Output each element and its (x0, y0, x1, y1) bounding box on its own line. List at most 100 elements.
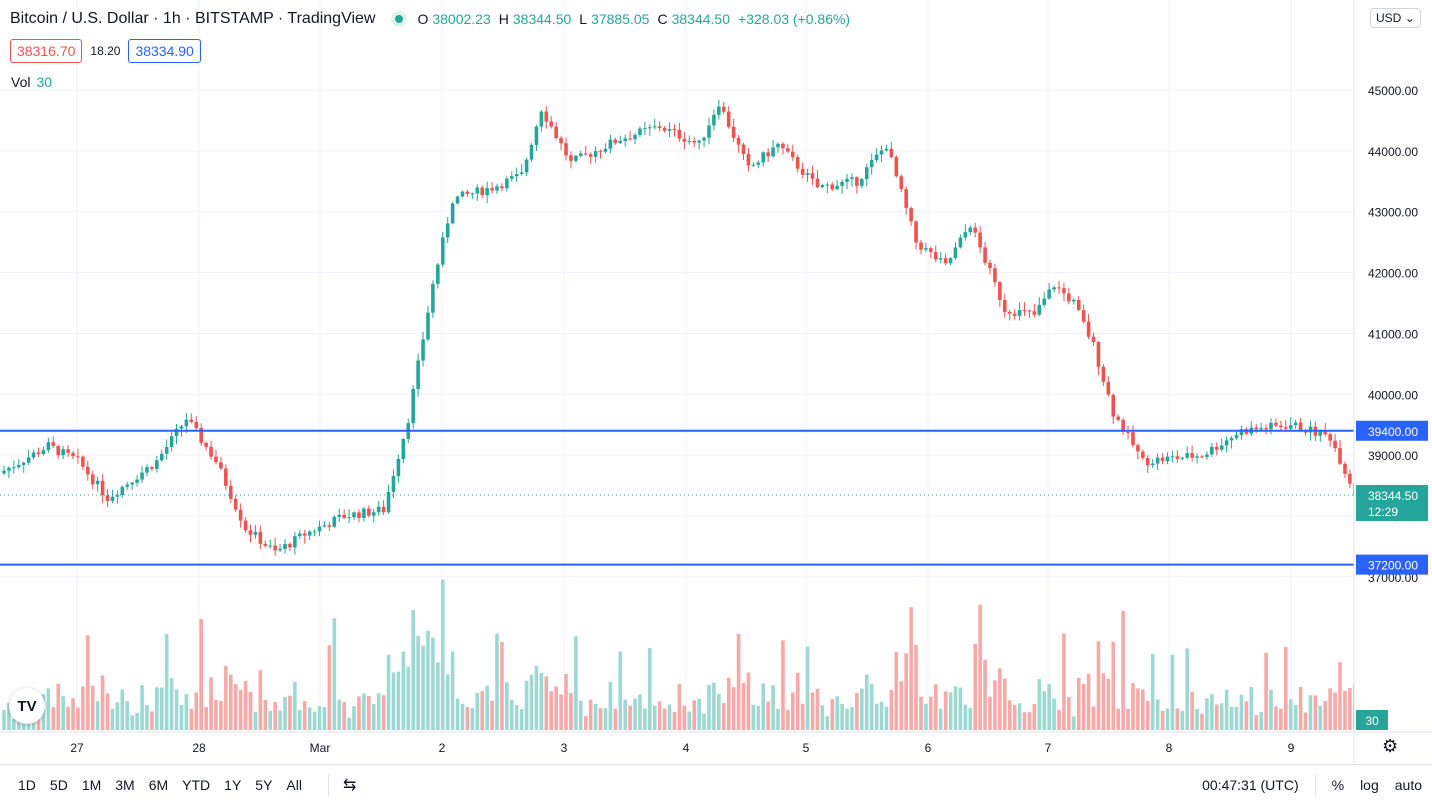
candle-body (76, 456, 80, 458)
candle-body (712, 114, 716, 126)
log-scale-button[interactable]: log (1360, 777, 1379, 793)
candle-body (643, 128, 647, 130)
horizontal-line-price-label: 39400.00 (1368, 425, 1418, 439)
candle-body (268, 545, 273, 547)
range-3m-button[interactable]: 3M (115, 777, 135, 793)
volume-bar (978, 604, 982, 730)
candle-body (31, 452, 36, 458)
range-1y-button[interactable]: 1Y (224, 777, 242, 793)
market-status-icon[interactable] (391, 11, 408, 27)
volume-bar (450, 651, 455, 730)
symbol-legend: Bitcoin / U.S. Dollar · 1h · BITSTAMP · … (10, 10, 854, 28)
volume-bar (1249, 686, 1254, 730)
toolbar-divider (327, 774, 329, 796)
candle-body (835, 185, 839, 190)
candle-body (7, 467, 11, 471)
time-tick-label: 5 (803, 741, 810, 755)
sell-price-button[interactable]: 38316.70 (10, 39, 83, 63)
volume-bar (1333, 692, 1337, 730)
auto-scale-button[interactable]: auto (1394, 777, 1422, 793)
time-axis[interactable]: 27 28 Mar 2 3 4 5 6 7 8 9 (0, 731, 1432, 755)
candle-body (879, 150, 884, 155)
candle-body (786, 148, 790, 152)
volume-bar (46, 688, 51, 730)
candle-body (1121, 419, 1125, 432)
right-tools: 00:47:31 (UTC) % log auto (1202, 765, 1422, 805)
range-6m-button[interactable]: 6M (148, 777, 169, 793)
volume-legend[interactable]: Vol 30 (11, 74, 52, 90)
currency-select[interactable]: USD ⌄ (1370, 8, 1421, 28)
price-axis[interactable]: 37000.0038000.0039000.0040000.0041000.00… (1353, 0, 1432, 765)
buy-price-button[interactable]: 38334.90 (128, 39, 201, 63)
price-axis-bg (1354, 0, 1432, 765)
volume-bar (1150, 653, 1155, 730)
candle-body (273, 545, 277, 551)
volume-bar (125, 701, 130, 730)
price-tick-label: 41000.00 (1368, 327, 1418, 341)
candle-body (741, 144, 746, 154)
volume-bar (411, 610, 415, 730)
date-range-icon[interactable]: ⇆ (342, 777, 357, 794)
candle-body (529, 144, 534, 160)
volume-bar (342, 702, 346, 730)
symbol-title[interactable]: Bitcoin / U.S. Dollar · 1h · BITSTAMP · … (10, 10, 376, 27)
volume-bar (1234, 707, 1239, 730)
toolbar-divider (1314, 774, 1316, 796)
volume-bar (1318, 705, 1323, 730)
candle-body (924, 248, 928, 250)
price-chart[interactable]: 37000.0038000.0039000.0040000.0041000.00… (0, 0, 1432, 765)
candle-body (943, 258, 948, 264)
volume-bar (1155, 699, 1160, 730)
volume-bar (559, 694, 563, 730)
candle-body (164, 446, 169, 454)
range-all-button[interactable]: All (286, 777, 302, 793)
candle-body (657, 126, 662, 129)
candle-body (825, 184, 830, 186)
candle-body (485, 188, 489, 196)
volume-bar (214, 699, 218, 730)
candle-body (569, 155, 573, 161)
tradingview-logo-icon[interactable]: TV (9, 688, 45, 724)
volume-bar (1274, 706, 1278, 730)
volume-bar (968, 707, 973, 730)
candle-body (1165, 456, 1170, 462)
candle-body (894, 157, 899, 177)
range-1m-button[interactable]: 1M (81, 777, 102, 793)
volume-bar (219, 700, 223, 730)
candle-body (746, 153, 751, 166)
volume-bar (544, 676, 549, 730)
volume-bar (1141, 689, 1145, 730)
volume-bar (1047, 684, 1051, 730)
candle-body (16, 464, 21, 468)
horizontal-lines[interactable] (0, 429, 1354, 566)
candle-body (36, 452, 41, 455)
range-ytd-button[interactable]: YTD (182, 777, 211, 793)
candle-body (155, 460, 159, 469)
gear-icon[interactable]: ⚙ (1382, 736, 1399, 756)
volume-bar (929, 696, 933, 730)
candle-body (298, 533, 302, 537)
volume-bar (1032, 703, 1037, 730)
range-1d-button[interactable]: 1D (18, 777, 36, 793)
utc-clock[interactable]: 00:47:31 (UTC) (1202, 777, 1299, 793)
range-5y-button[interactable]: 5Y (255, 777, 273, 793)
quote-row: 38316.70 18.20 38334.90 (10, 39, 201, 63)
volume-bar (105, 693, 110, 730)
volume-bar (307, 707, 312, 730)
candle-body (426, 312, 430, 340)
candle-body (652, 126, 657, 128)
range-5d-button[interactable]: 5D (49, 777, 68, 793)
percent-scale-button[interactable]: % (1331, 777, 1345, 793)
candle-body (929, 248, 933, 253)
volume-bar (1111, 641, 1116, 730)
candle-body (263, 543, 268, 546)
candle-body (125, 484, 130, 487)
candle-body (1224, 440, 1229, 446)
volume-value: 30 (36, 74, 53, 90)
candle-body (559, 138, 563, 144)
volume-bar (889, 689, 894, 730)
volume-bar (1338, 662, 1342, 730)
candle-body (362, 508, 366, 518)
volume-bar (184, 693, 189, 730)
candle-body (367, 508, 371, 516)
